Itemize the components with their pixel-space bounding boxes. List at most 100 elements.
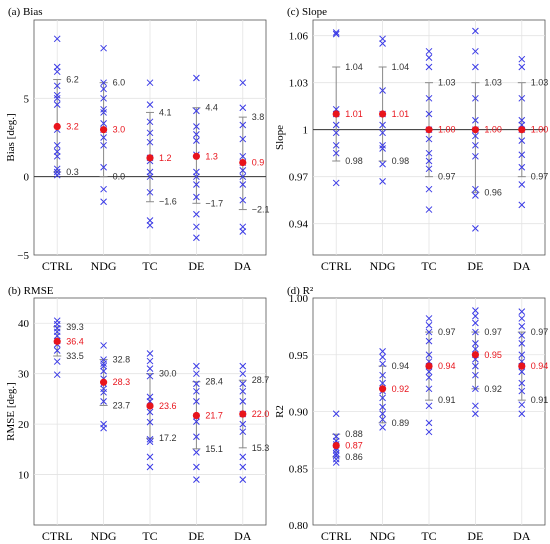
data-point [379,394,386,402]
y-tick-label: 1 [303,125,309,137]
data-point [193,387,200,395]
data-point [146,138,154,146]
lower-label: 23.7 [113,400,131,410]
data-point [193,370,200,378]
data-point [518,94,526,102]
upper-label: 6.0 [113,78,126,88]
x-tick-label: TC [142,259,157,273]
x-tick-label: NDG [370,259,396,273]
data-point [472,340,479,347]
y-tick-label: 40 [18,318,30,330]
upper-label: 1.04 [392,62,410,72]
data-point [425,149,433,157]
data-point [239,428,247,436]
mean-label: 1.00 [438,125,456,135]
x-tick-label: CTRL [42,259,73,273]
y-tick-label: 20 [18,419,30,431]
lower-label: 15.1 [205,444,223,454]
data-point [425,110,433,118]
y-axis-title: R2 [274,405,286,418]
mean-label: 3.2 [66,122,79,132]
data-point [332,29,340,36]
data-point [379,424,386,431]
data-point [193,476,200,483]
y-tick-label: 0.85 [289,463,309,475]
data-point [425,135,433,143]
data-point [379,379,386,387]
x-tick-label: DA [513,529,531,543]
data-point [425,165,433,173]
lower-label: 0.96 [484,187,502,197]
panel-rmse: 10 20 30 40 CTRL NDG TC DE DA 39.3 36.4 33.5 32.8 28.… [5,285,269,543]
lower-label: 0.97 [531,172,549,182]
data-point [193,107,200,115]
data-point [472,116,479,124]
y-axis-title: Bias [deg.] [5,113,17,161]
data-point [518,401,526,409]
data-point [193,449,200,456]
data-point [53,141,61,149]
data-point [193,433,200,441]
data-point [146,372,154,380]
mean-label: 36.4 [66,336,84,346]
data-point [193,234,200,242]
upper-label: 28.7 [252,375,270,385]
x-tick-label: TC [421,529,436,543]
lower-label: 0.0 [113,172,126,182]
y-tick-label: 10 [18,470,30,482]
data-point [472,402,479,410]
lower-label: 0.91 [531,395,549,405]
mean-marker [53,337,61,345]
y-tick-label: 0.95 [289,350,309,362]
data-point [100,85,107,93]
mean-label: 0.87 [345,441,363,451]
data-point [100,141,107,149]
data-point [239,398,247,405]
x-tick-label: DA [513,259,531,273]
data-point [425,321,433,329]
data-point [332,141,340,149]
data-point [425,185,433,193]
data-point [100,367,107,375]
data-point [239,173,247,181]
data-point [239,387,247,395]
data-point [379,121,386,129]
data-point [332,410,340,418]
data-point [472,345,479,353]
upper-label: 0.97 [438,327,456,337]
data-point [518,201,526,209]
data-point [472,141,479,149]
data-point [379,145,386,152]
data-point [193,137,200,144]
data-point [518,410,526,418]
data-point [379,360,386,368]
data-point [100,185,107,193]
data-point [53,171,61,179]
mean-label: 23.6 [159,401,177,411]
data-point [100,342,107,349]
data-point [193,463,200,471]
mean-label: 0.95 [484,350,502,360]
data-point [332,450,340,457]
data-point [518,351,526,359]
data-point [472,94,479,102]
upper-label: 39.3 [66,322,84,332]
data-point [193,418,200,425]
x-tick-label: NDG [91,259,117,273]
data-point [100,109,107,116]
data-point [425,47,433,55]
data-point [518,379,526,387]
data-point [146,463,154,471]
data-point [146,118,154,126]
data-point [193,362,200,370]
data-point [425,328,433,336]
data-point [53,152,61,160]
upper-label: 0.94 [392,361,410,371]
data-point [146,173,154,181]
data-point [518,315,526,322]
data-point [518,308,526,315]
data-point [472,225,479,232]
mean-marker [471,351,479,359]
data-point [472,192,479,199]
